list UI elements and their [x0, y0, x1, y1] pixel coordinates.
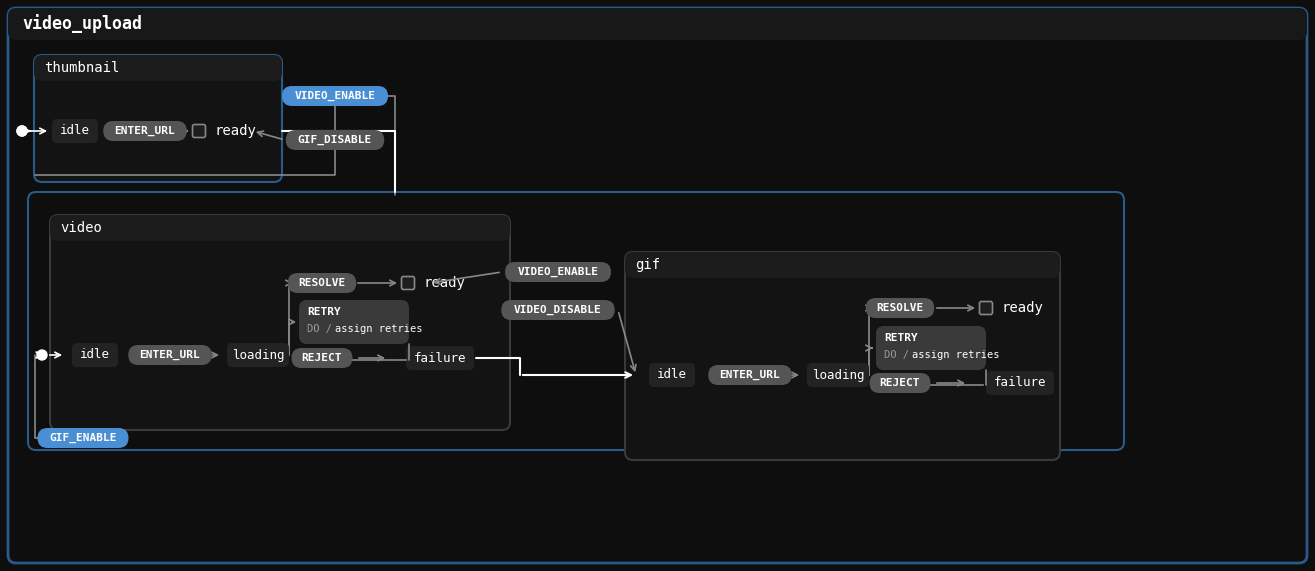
FancyBboxPatch shape [8, 8, 1307, 40]
Text: RESOLVE: RESOLVE [299, 278, 346, 288]
Text: loading: loading [231, 348, 284, 361]
FancyBboxPatch shape [292, 348, 352, 368]
Circle shape [17, 126, 28, 136]
Circle shape [37, 350, 47, 360]
Text: DO /: DO / [884, 350, 909, 360]
FancyBboxPatch shape [501, 300, 614, 320]
FancyBboxPatch shape [869, 373, 931, 393]
Text: gif: gif [635, 258, 660, 272]
FancyBboxPatch shape [53, 119, 99, 143]
FancyBboxPatch shape [505, 262, 611, 282]
FancyBboxPatch shape [625, 252, 1060, 460]
Text: video_upload: video_upload [22, 14, 142, 34]
FancyBboxPatch shape [38, 428, 129, 448]
FancyBboxPatch shape [650, 363, 696, 387]
FancyBboxPatch shape [104, 121, 187, 141]
Text: thumbnail: thumbnail [43, 61, 120, 75]
Text: idle: idle [658, 368, 686, 381]
FancyBboxPatch shape [227, 343, 289, 367]
Text: ENTER_URL: ENTER_URL [139, 350, 200, 360]
Text: failure: failure [414, 352, 467, 364]
FancyBboxPatch shape [986, 371, 1055, 395]
Text: REJECT: REJECT [301, 353, 342, 363]
FancyBboxPatch shape [34, 55, 281, 81]
FancyBboxPatch shape [865, 298, 934, 318]
FancyBboxPatch shape [72, 343, 118, 367]
Circle shape [17, 126, 28, 136]
FancyBboxPatch shape [8, 8, 1307, 563]
Text: loading: loading [811, 368, 864, 381]
FancyBboxPatch shape [129, 345, 212, 365]
Text: VIDEO_ENABLE: VIDEO_ENABLE [295, 91, 376, 101]
FancyBboxPatch shape [299, 300, 409, 344]
FancyBboxPatch shape [281, 86, 388, 106]
Text: video: video [60, 221, 101, 235]
Text: ready: ready [214, 124, 256, 138]
Text: failure: failure [994, 376, 1047, 389]
Text: ENTER_URL: ENTER_URL [114, 126, 175, 136]
FancyBboxPatch shape [192, 124, 205, 138]
Text: RETRY: RETRY [306, 307, 341, 317]
Text: RESOLVE: RESOLVE [876, 303, 923, 313]
FancyBboxPatch shape [980, 301, 993, 315]
FancyBboxPatch shape [288, 273, 356, 293]
Text: ready: ready [423, 276, 466, 290]
Text: idle: idle [60, 124, 89, 138]
FancyBboxPatch shape [876, 326, 986, 370]
Text: assign retries: assign retries [913, 350, 999, 360]
Text: RETRY: RETRY [884, 333, 918, 343]
Text: idle: idle [80, 348, 110, 361]
FancyBboxPatch shape [285, 130, 384, 150]
FancyBboxPatch shape [807, 363, 869, 387]
FancyBboxPatch shape [34, 55, 281, 182]
Text: ready: ready [1002, 301, 1044, 315]
Text: REJECT: REJECT [880, 378, 920, 388]
Text: VIDEO_DISABLE: VIDEO_DISABLE [514, 305, 602, 315]
FancyBboxPatch shape [50, 215, 510, 241]
Text: assign retries: assign retries [335, 324, 422, 334]
Text: VIDEO_ENABLE: VIDEO_ENABLE [518, 267, 598, 277]
Text: GIF_ENABLE: GIF_ENABLE [49, 433, 117, 443]
FancyBboxPatch shape [625, 252, 1060, 278]
Text: ENTER_URL: ENTER_URL [719, 370, 780, 380]
FancyBboxPatch shape [406, 346, 473, 370]
FancyBboxPatch shape [709, 365, 792, 385]
Text: DO /: DO / [306, 324, 331, 334]
Text: GIF_DISABLE: GIF_DISABLE [299, 135, 372, 145]
FancyBboxPatch shape [401, 276, 414, 289]
FancyBboxPatch shape [50, 215, 510, 430]
